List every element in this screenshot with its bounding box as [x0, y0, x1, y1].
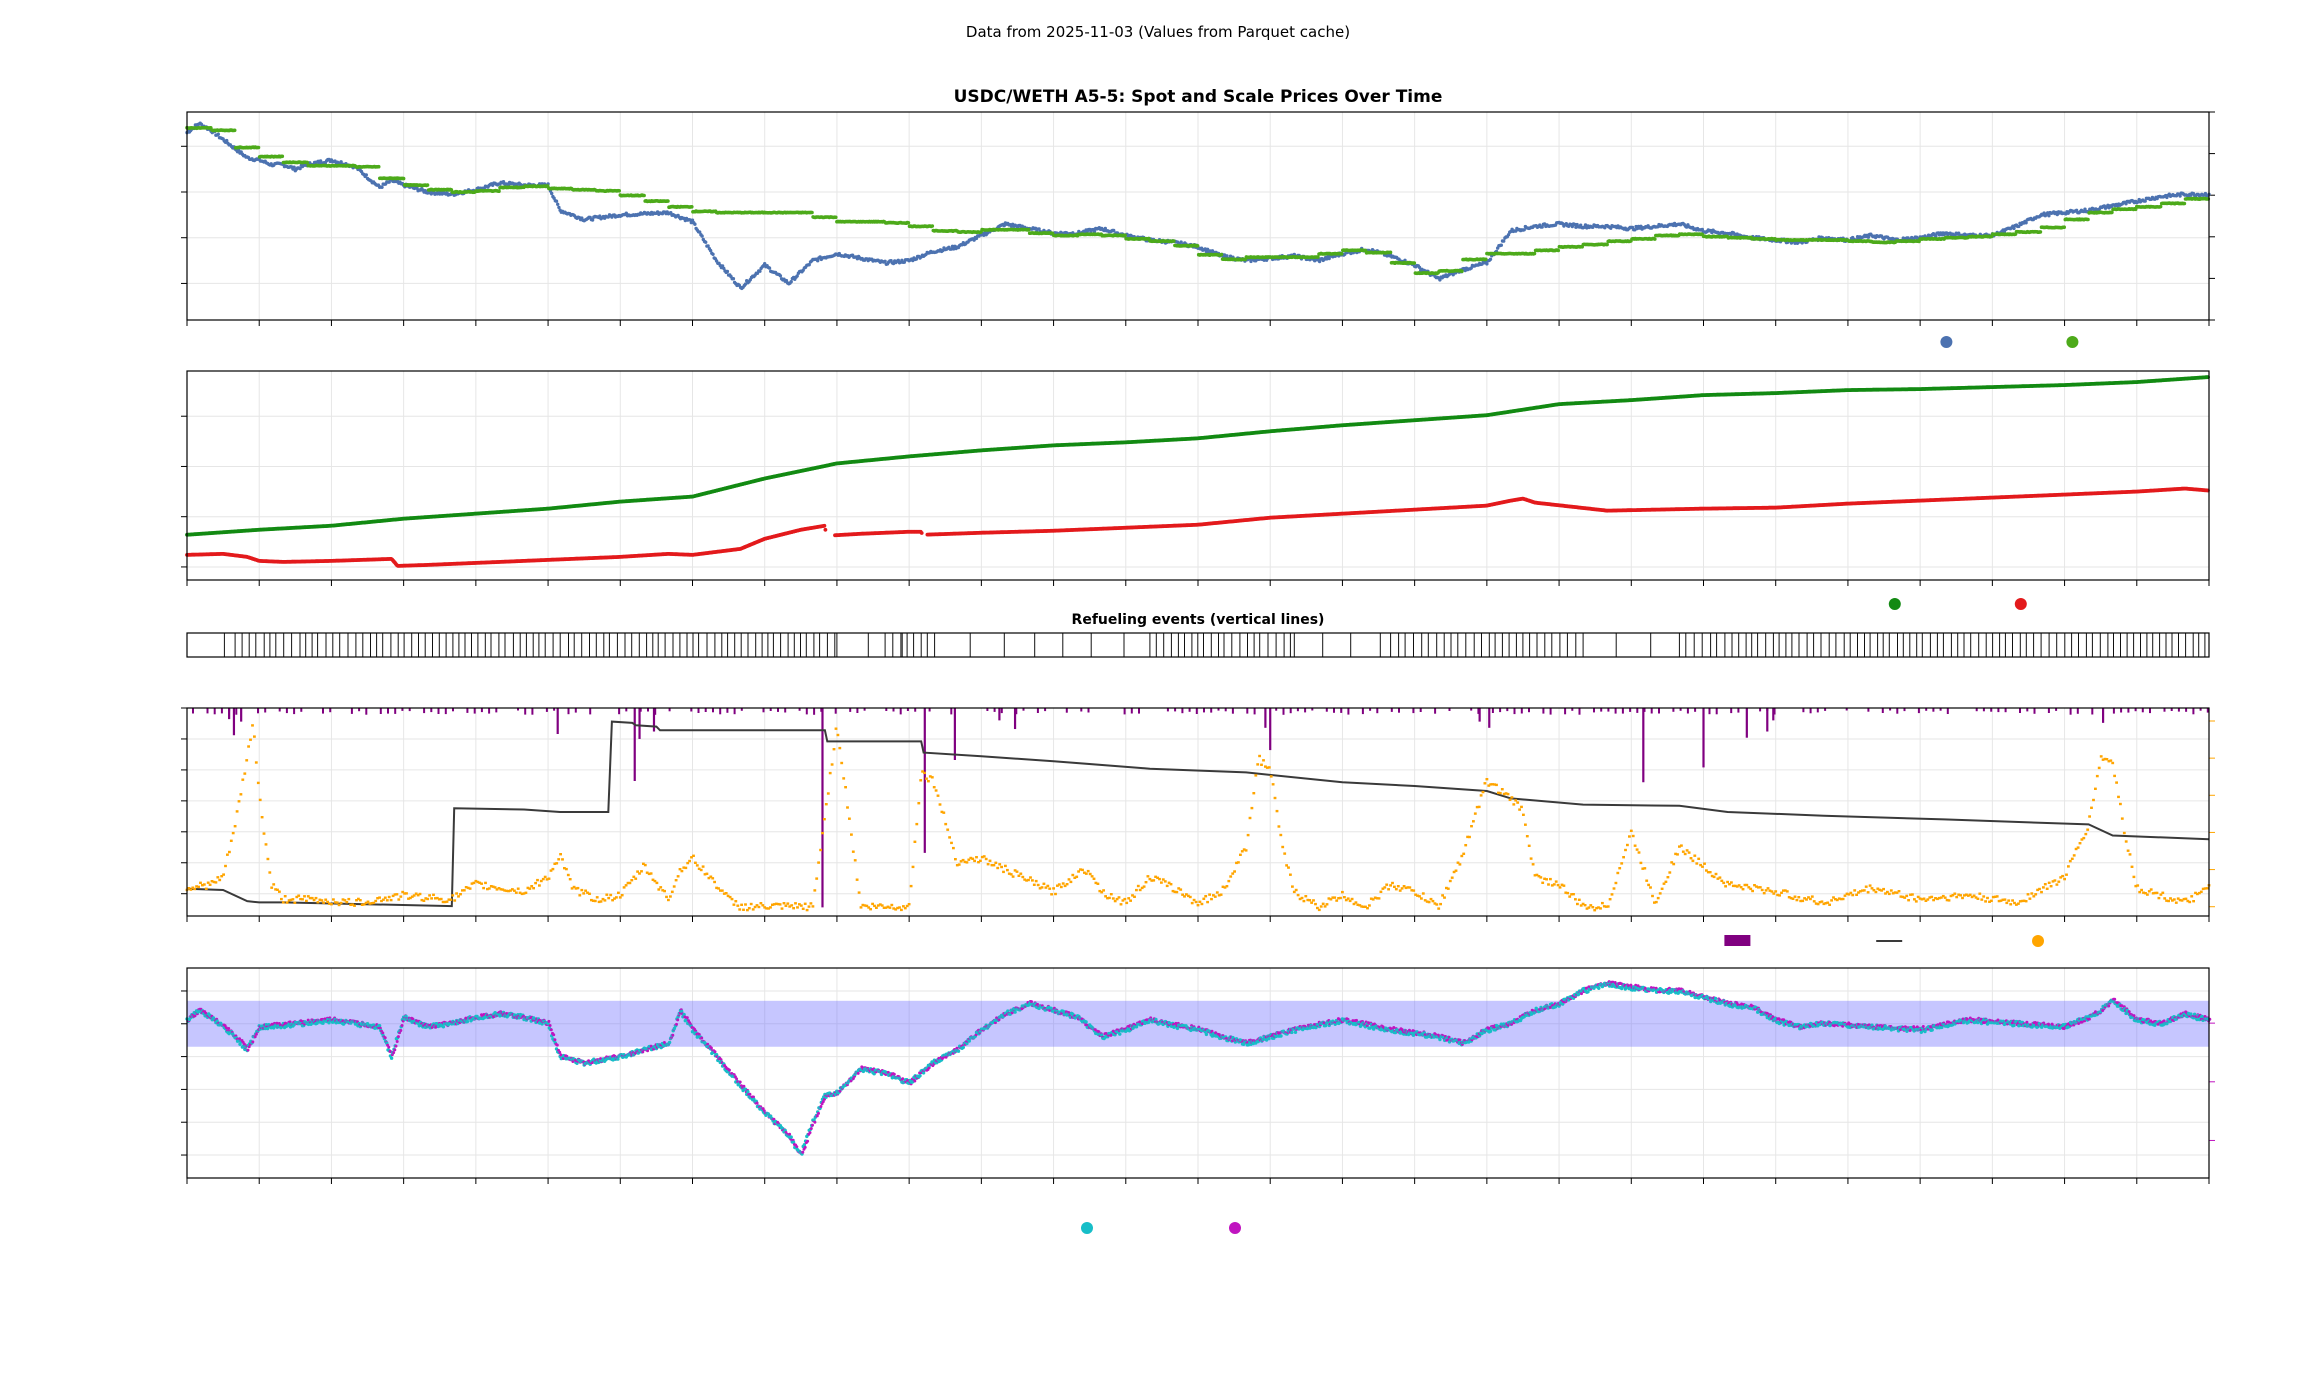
prices-scale-point: [2086, 217, 2090, 222]
prices-scale-point: [1653, 237, 1657, 241]
prices-scale-point: [1556, 248, 1561, 253]
prices-scale-point: [2062, 225, 2066, 229]
prices-scale-point: [256, 145, 261, 150]
prices-spot-point: [883, 259, 887, 263]
prices-scale-point: [642, 193, 646, 198]
prices-spot-point: [225, 138, 229, 143]
prices-scale-point: [906, 221, 911, 225]
prices-spot-point: [711, 252, 715, 256]
prices-spot-point: [624, 211, 628, 215]
prices-spot-point: [554, 199, 559, 203]
prices-legend-swatch: [2066, 336, 2079, 348]
prices-scale-point: [1532, 251, 1537, 256]
prices-spot-point: [298, 166, 302, 171]
prices-spot-point: [693, 222, 697, 226]
prices-spot-point: [380, 185, 384, 189]
prices-scale-point: [2182, 201, 2187, 206]
prices-legend-swatch: [1940, 336, 1953, 348]
prices-spot-point: [914, 257, 919, 261]
prices-scale-point: [834, 215, 838, 220]
prices-spot-point: [1037, 227, 1041, 231]
prices-spot-point: [590, 218, 595, 222]
prices-scale-point: [1219, 252, 1224, 257]
prices-spot-point: [1485, 262, 1489, 266]
prices-scale-point: [617, 189, 621, 193]
prices-scale-point: [2038, 230, 2043, 234]
prices-title: USDC/WETH A5-5: Spot and Scale Prices Ov…: [954, 87, 1443, 107]
prices-scale-point: [232, 128, 237, 133]
prices-spot-point: [550, 191, 554, 196]
prices-scale-point: [425, 183, 430, 187]
prices-spot-point: [216, 132, 220, 136]
prices-spot-point: [1179, 240, 1183, 244]
prices-spot-point: [767, 266, 772, 270]
prices-spot-point: [2024, 221, 2028, 225]
prices-scale-point: [1339, 252, 1344, 256]
prices-scale-point: [2158, 204, 2163, 209]
prices-scale-point: [1316, 255, 1320, 259]
prices-spot-point: [2178, 194, 2182, 198]
prices-scale-point: [690, 205, 694, 209]
prices-spot-point: [706, 244, 710, 248]
prices-spot-point: [364, 173, 368, 177]
prices-spot-point: [778, 274, 783, 278]
prices-spot-point: [950, 244, 955, 248]
prices-scale-point: [1195, 244, 1200, 248]
prices-scale-point: [305, 160, 310, 165]
plot-layer: [181, 111, 2215, 1234]
prices-spot-point: [722, 266, 726, 271]
prices-spot-point: [2047, 214, 2051, 218]
prices-scale-point: [930, 224, 935, 228]
prices-spot-point: [763, 262, 767, 266]
prices-scale-point: [1172, 239, 1176, 243]
prices-spot-point: [974, 236, 979, 241]
prices-scale-point: [401, 176, 406, 181]
prices-spot-point: [1502, 239, 1506, 243]
prices-spot-point: [598, 214, 602, 218]
prices-scale-point: [1388, 250, 1393, 255]
prices-scale-point: [1460, 269, 1464, 274]
prices-spot-point: [725, 269, 730, 274]
prices-scale-point: [1412, 261, 1417, 265]
prices-spot-point: [292, 165, 296, 169]
prices-scale-point: [376, 164, 381, 169]
prices-spot-point: [789, 280, 793, 284]
prices-spot-point: [1499, 243, 1504, 247]
prices-spot-point: [556, 202, 560, 206]
prices-spot-point: [698, 230, 702, 234]
prices-scale-point: [1026, 227, 1031, 232]
prices-scale-point: [1605, 242, 1609, 247]
prices-spot-point: [758, 269, 762, 273]
prices-spot-point: [704, 240, 708, 244]
prices-scale-point: [666, 199, 670, 203]
prices-spot-point: [557, 205, 561, 210]
prices-scale-point: [1484, 257, 1488, 262]
prices-scale-point: [280, 154, 285, 159]
prices-spot-point: [1112, 228, 1116, 233]
prices-spot-point: [795, 274, 799, 278]
prices-spot-point: [669, 211, 673, 215]
prices-spot-point: [1488, 257, 1493, 261]
prices-spot-point: [972, 238, 976, 242]
figure-suptitle: Data from 2025-11-03 (Values from Parque…: [966, 23, 1350, 41]
refuel-events-title: Refueling events (vertical lines): [1072, 612, 1325, 628]
prices-scale-point: [810, 210, 814, 215]
prices-spot-point: [708, 248, 713, 253]
prices-spot-point: [700, 234, 704, 238]
prices-scale-point: [497, 189, 501, 193]
prices-spot-point: [731, 277, 736, 281]
prices-spot-point: [807, 263, 811, 267]
prices-spot-point: [816, 259, 820, 263]
prices-scale-point: [1123, 233, 1127, 238]
